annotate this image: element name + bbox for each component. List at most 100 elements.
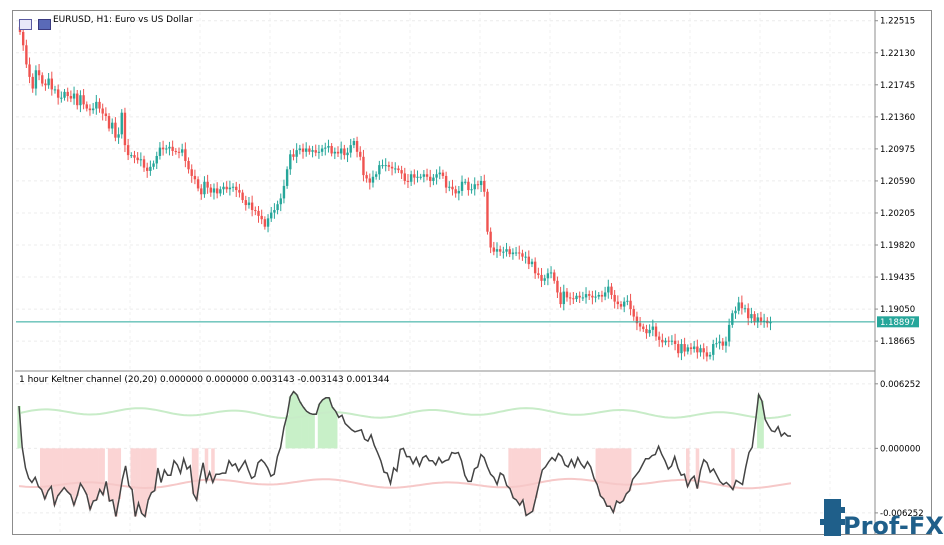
oversold-fill bbox=[211, 448, 215, 483]
oversold-fill bbox=[624, 448, 629, 494]
candle-body bbox=[225, 186, 228, 190]
candle-body bbox=[82, 95, 85, 105]
candle-body bbox=[66, 91, 69, 97]
chart-properties-icon[interactable] bbox=[19, 19, 32, 30]
candle-body bbox=[111, 122, 114, 129]
candle-body bbox=[47, 78, 50, 86]
candle-body bbox=[206, 181, 209, 188]
candle-body bbox=[444, 175, 448, 188]
candle-body bbox=[537, 273, 540, 275]
candle-body bbox=[518, 252, 521, 254]
candle-body bbox=[575, 295, 578, 300]
candle-body bbox=[244, 200, 247, 206]
candle-body bbox=[228, 187, 232, 190]
candle-body bbox=[451, 186, 454, 190]
candle-body bbox=[266, 218, 270, 227]
candle-body bbox=[600, 294, 604, 297]
candle-body bbox=[702, 348, 705, 353]
candle-body bbox=[394, 168, 397, 170]
candle-body bbox=[260, 215, 263, 220]
candle-body bbox=[661, 339, 664, 343]
candle-body bbox=[588, 294, 591, 296]
candle-body bbox=[130, 155, 133, 157]
candle-body bbox=[104, 113, 108, 117]
candle-body bbox=[692, 346, 696, 350]
candle-body bbox=[680, 344, 683, 354]
candle-body bbox=[616, 301, 620, 305]
overbought-fill bbox=[298, 401, 302, 449]
candle-body bbox=[311, 150, 314, 152]
oversold-fill bbox=[695, 448, 700, 489]
candle-body bbox=[718, 341, 721, 344]
oversold-fill bbox=[595, 448, 600, 485]
candle-body bbox=[734, 310, 737, 314]
candle-body bbox=[368, 178, 371, 183]
oversold-fill bbox=[111, 448, 115, 500]
keltner-fills bbox=[17, 391, 764, 517]
axes bbox=[15, 11, 876, 534]
candle-body bbox=[514, 252, 518, 254]
candle-body bbox=[425, 174, 429, 177]
price-tick-label: 1.21745 bbox=[880, 81, 915, 91]
price-axis: 1.22515 1.22130 1.21745 1.21360 1.20975 1.205… bbox=[875, 17, 915, 347]
candle-body bbox=[594, 296, 597, 298]
candle-body bbox=[126, 145, 130, 156]
candle-body bbox=[317, 151, 321, 153]
overbought-fill bbox=[308, 413, 312, 449]
candle-body bbox=[632, 309, 635, 317]
candle-body bbox=[448, 186, 451, 188]
candle-body bbox=[562, 291, 565, 305]
price-tick-label: 1.21360 bbox=[880, 113, 915, 123]
oversold-fill bbox=[508, 448, 512, 489]
candle-body bbox=[241, 192, 244, 201]
candle-body bbox=[498, 249, 502, 252]
oversold-fill bbox=[72, 448, 76, 506]
candle-body bbox=[196, 179, 200, 189]
candle-body bbox=[276, 204, 279, 211]
oversold-fill bbox=[149, 448, 154, 493]
candle-body bbox=[31, 76, 34, 89]
candle-body bbox=[165, 148, 168, 150]
candle-body bbox=[168, 146, 171, 149]
candle-body bbox=[476, 184, 480, 186]
candle-body bbox=[435, 174, 438, 178]
oversold-fill bbox=[521, 448, 525, 500]
candle-body bbox=[174, 150, 178, 152]
oversold-fill bbox=[78, 448, 83, 484]
candle-body bbox=[282, 185, 286, 199]
candle-body bbox=[187, 160, 190, 170]
candle-body bbox=[540, 274, 543, 281]
price-tick-label: 1.20975 bbox=[880, 145, 915, 155]
oversold-fill bbox=[686, 448, 690, 487]
oversold-fill bbox=[107, 448, 112, 501]
candle-body bbox=[651, 326, 655, 330]
candle-body bbox=[677, 344, 680, 354]
candle-body bbox=[721, 341, 724, 346]
candle-body bbox=[107, 116, 111, 129]
candle-body bbox=[95, 101, 98, 109]
chart-window[interactable] bbox=[12, 10, 932, 535]
oversold-fill bbox=[88, 448, 92, 510]
candle-body bbox=[336, 151, 340, 154]
candle-body bbox=[502, 251, 505, 253]
oversold-fill bbox=[56, 448, 60, 496]
candle-body bbox=[200, 188, 203, 195]
candle-body bbox=[374, 174, 378, 177]
candle-body bbox=[712, 344, 715, 355]
candle-body bbox=[146, 167, 149, 171]
candle-body bbox=[305, 148, 308, 152]
chart-bars-icon[interactable] bbox=[38, 19, 52, 30]
candle-body bbox=[308, 148, 311, 152]
oversold-fill bbox=[153, 448, 157, 491]
oversold-fill bbox=[39, 448, 44, 490]
upper-band bbox=[18, 407, 792, 420]
candle-body bbox=[419, 176, 422, 178]
candle-body bbox=[98, 101, 101, 109]
candle-body bbox=[139, 159, 143, 161]
candle-body bbox=[454, 189, 457, 194]
candle-body bbox=[727, 324, 731, 342]
candle-body bbox=[235, 186, 238, 191]
osc-tick-label: 0.000000 bbox=[880, 444, 921, 454]
candle-body bbox=[263, 219, 267, 227]
